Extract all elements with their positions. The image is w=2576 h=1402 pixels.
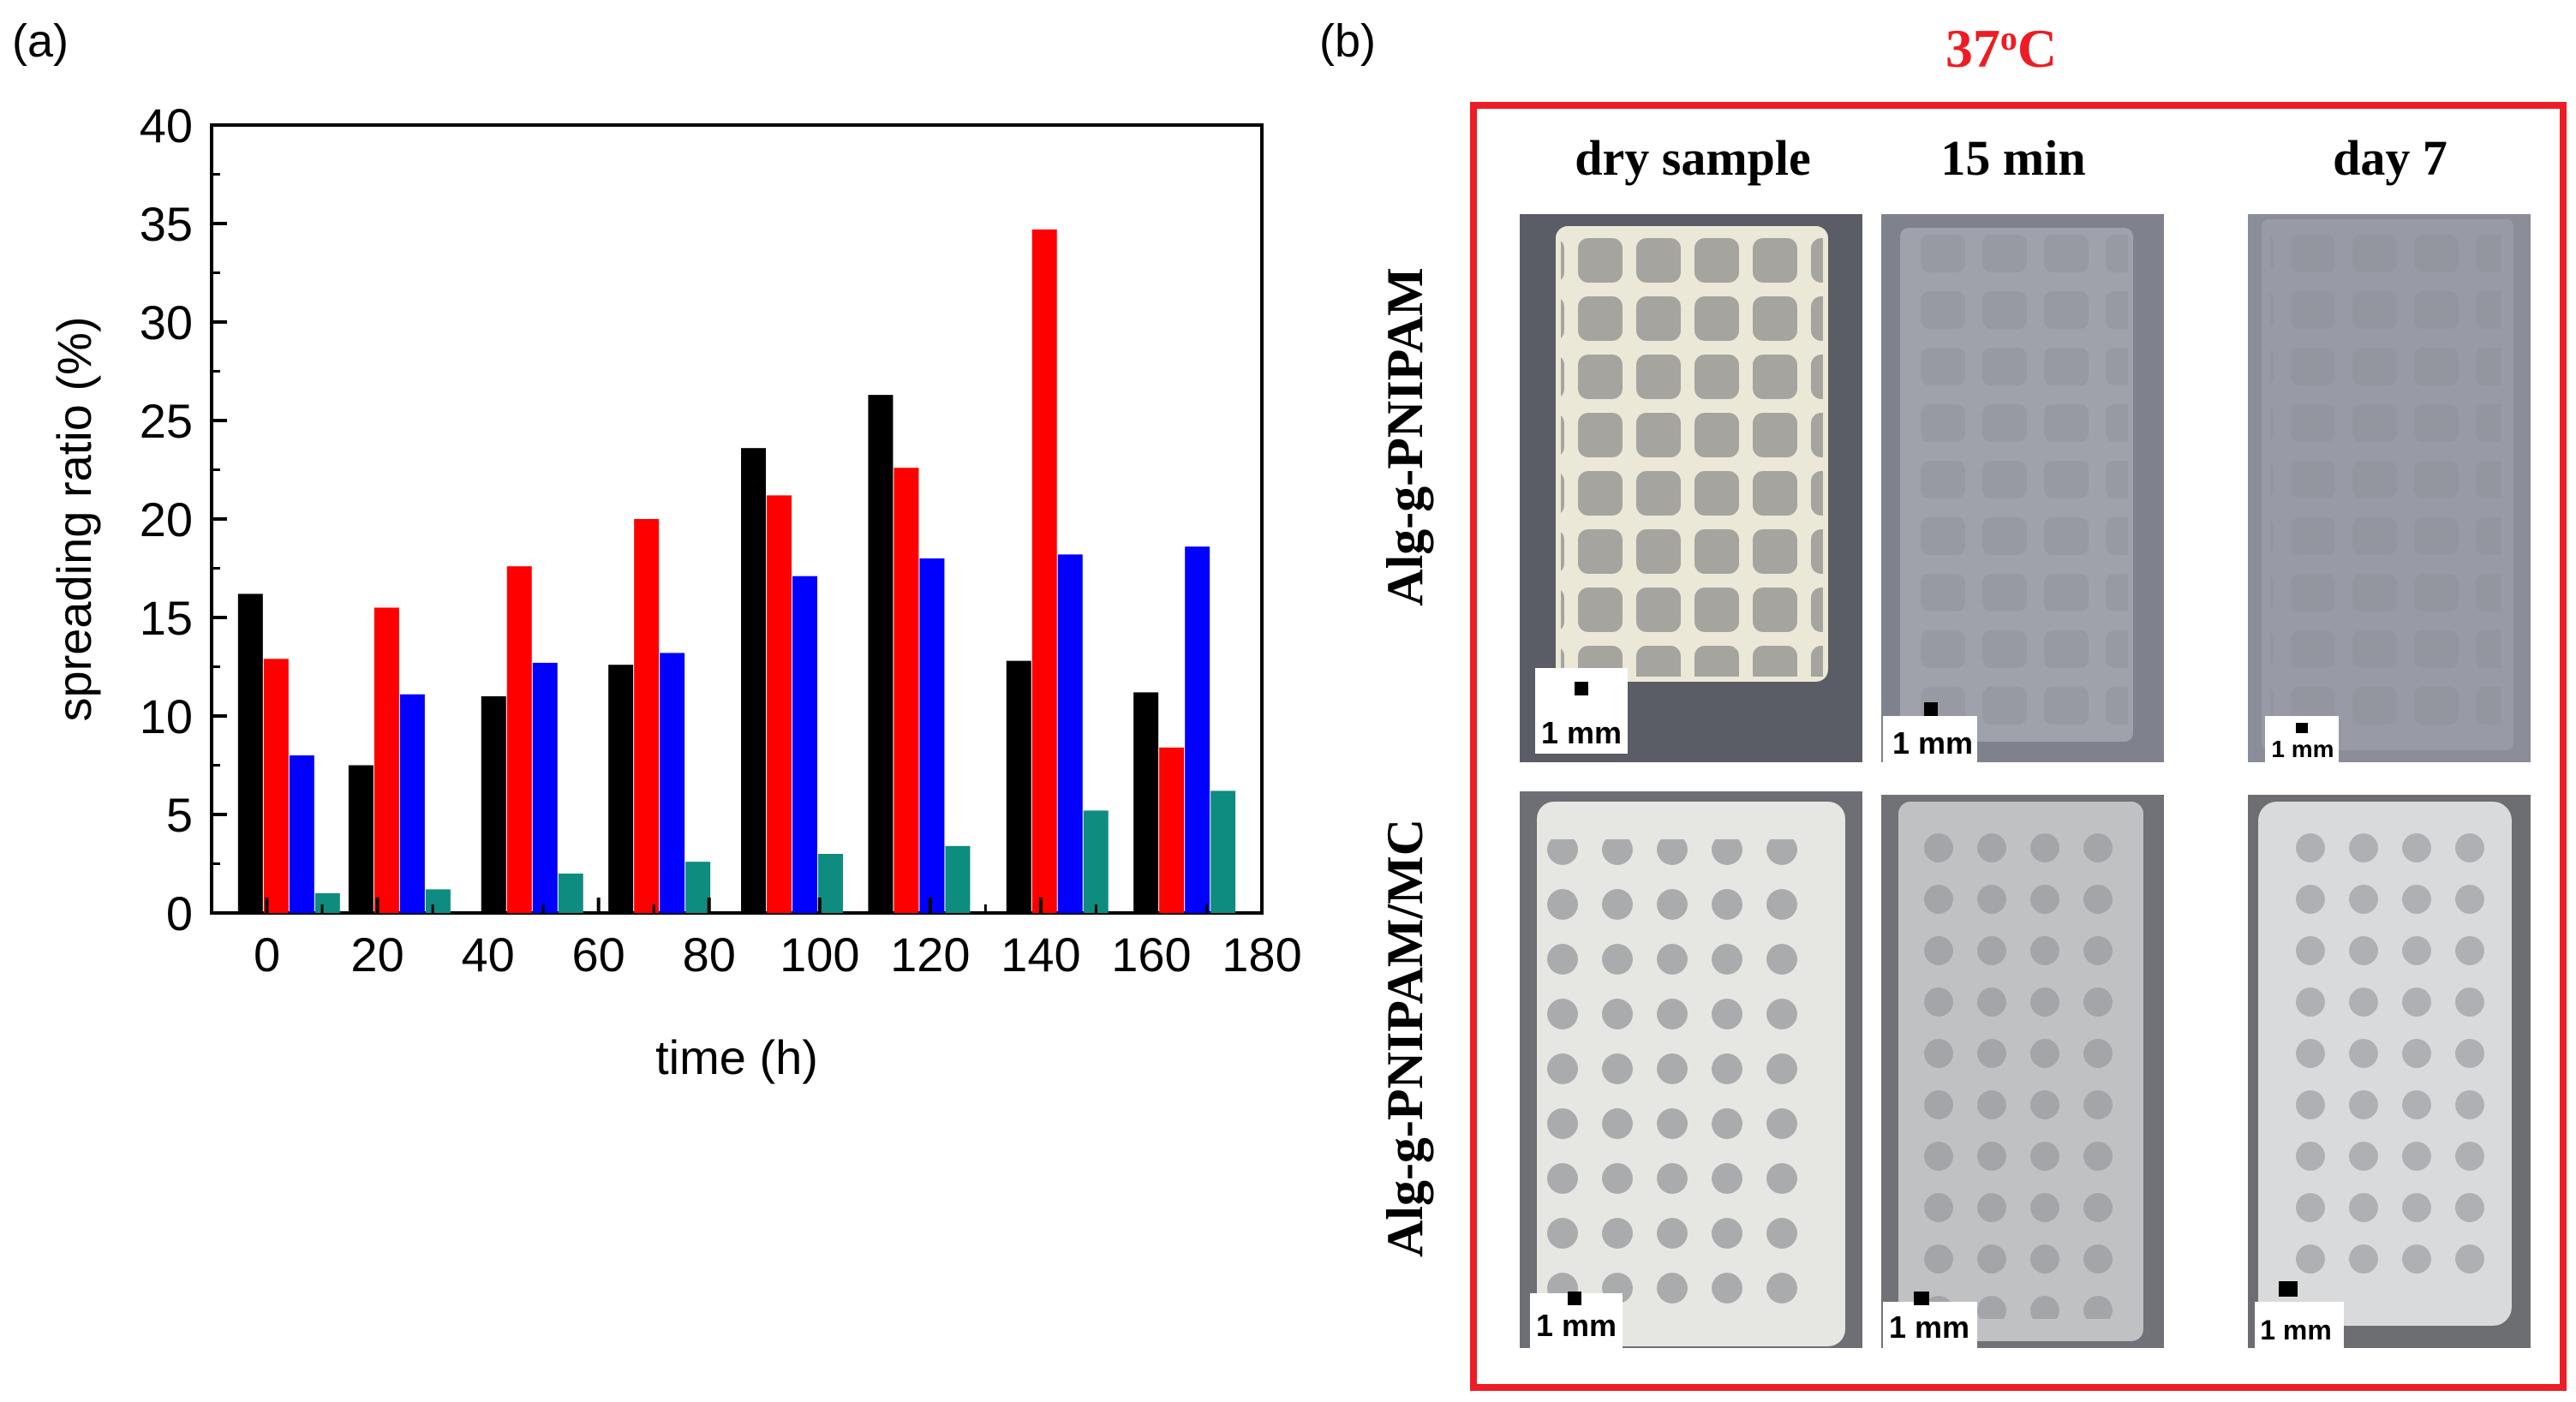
x-tick-label: 100 bbox=[780, 928, 859, 981]
y-tick-label: 10 bbox=[140, 689, 193, 743]
photo-day-7-alg-g-pnipam: 1 mm bbox=[2248, 214, 2531, 762]
y-ticks: 0 5 10 15 20 25 30 35 40 bbox=[140, 98, 227, 940]
y-tick-label: 35 bbox=[140, 197, 193, 251]
scale-bar-label: 1 mm bbox=[1541, 715, 1622, 750]
x-tick-label: 40 bbox=[461, 928, 514, 981]
col-label-dry-sample: dry sample bbox=[1575, 130, 1811, 186]
bar-g0-s4 bbox=[314, 893, 340, 913]
bar-g6-s2 bbox=[1031, 229, 1057, 913]
bar-g0-s2 bbox=[263, 659, 289, 913]
bar-g5-s4 bbox=[945, 845, 971, 913]
bar-g5-s3 bbox=[919, 558, 945, 913]
bar-g2-s4 bbox=[558, 874, 583, 913]
scale-bar-label: 1 mm bbox=[1536, 1308, 1617, 1343]
bar-g3-s2 bbox=[634, 519, 660, 913]
col-label-15-min: 15 min bbox=[1940, 130, 2085, 186]
panel-label-a: (a) bbox=[12, 15, 69, 67]
bar-g4-s1 bbox=[741, 448, 767, 913]
scale-bar-label: 1 mm bbox=[2271, 736, 2334, 762]
row-label-alg-g-pnipam-mc: Alg-g-PNIPAM/MC bbox=[1377, 819, 1433, 1257]
bar-g3-s3 bbox=[660, 653, 685, 913]
x-tick-label: 0 bbox=[254, 928, 280, 981]
y-tick-label: 25 bbox=[140, 394, 193, 448]
x-tick-label: 120 bbox=[890, 928, 970, 981]
photo-dry-sample-alg-g-pnipam: 1 mm bbox=[1520, 214, 1862, 762]
bar-g6-s4 bbox=[1083, 810, 1109, 913]
bar-g4-s3 bbox=[792, 576, 818, 913]
bar-g3-s1 bbox=[608, 665, 634, 913]
bar-g7-s4 bbox=[1210, 790, 1236, 913]
bar-g1-s4 bbox=[425, 889, 451, 913]
x-ticks: 0 20 40 60 80 100 120 140 160 180 bbox=[254, 898, 1302, 981]
y-tick-label: 0 bbox=[166, 886, 193, 940]
bar-g6-s1 bbox=[1006, 660, 1031, 913]
bar-g0-s1 bbox=[237, 594, 263, 913]
bar-g4-s2 bbox=[767, 495, 792, 913]
photo-dry-sample-alg-g-pnipam-mc: 1 mm bbox=[1520, 791, 1862, 1348]
y-tick-label: 20 bbox=[140, 492, 193, 546]
photo-15-min-alg-g-pnipam-mc: 1 mm bbox=[1881, 795, 2164, 1348]
x-tick-label: 80 bbox=[683, 928, 736, 981]
bar-g3-s4 bbox=[685, 862, 711, 913]
bar-g1-s1 bbox=[348, 765, 374, 913]
scale-bar-label: 1 mm bbox=[1892, 725, 1973, 761]
bar-g4-s4 bbox=[818, 854, 844, 913]
bar-g2-s1 bbox=[481, 696, 506, 913]
y-tick-label: 15 bbox=[140, 591, 193, 645]
bar-g0-s3 bbox=[289, 755, 314, 913]
y-axis-label: spreading ratio (%) bbox=[47, 316, 101, 721]
bar-g1-s2 bbox=[374, 607, 399, 913]
x-tick-label: 60 bbox=[572, 928, 625, 981]
scale-bar-label: 1 mm bbox=[2260, 1315, 2332, 1345]
x-tick-label: 20 bbox=[350, 928, 403, 981]
bar-g1-s3 bbox=[399, 694, 425, 913]
bar-g7-s2 bbox=[1159, 747, 1185, 913]
bar-g7-s3 bbox=[1185, 546, 1210, 913]
y-tick-label: 5 bbox=[166, 788, 193, 842]
x-tick-label: 180 bbox=[1222, 928, 1301, 981]
bar-g5-s1 bbox=[868, 395, 894, 914]
panel-label-b: (b) bbox=[1319, 15, 1376, 67]
bar-g5-s2 bbox=[894, 468, 919, 913]
bar-g6-s3 bbox=[1057, 554, 1083, 913]
y-tick-label: 30 bbox=[140, 295, 193, 349]
x-axis-label: time (h) bbox=[655, 1030, 818, 1084]
temperature-title: 37oC bbox=[1945, 18, 2057, 79]
x-tick-label: 160 bbox=[1111, 928, 1191, 981]
photo-15-min-alg-g-pnipam: 1 mm bbox=[1881, 214, 2164, 762]
y-tick-label: 40 bbox=[140, 98, 193, 152]
bars-group bbox=[237, 229, 1236, 914]
x-tick-label: 140 bbox=[1001, 928, 1080, 981]
bar-g2-s2 bbox=[506, 566, 532, 913]
bar-chart: 0 5 10 15 20 25 30 35 40 0 20 40 60 80 100 120 140 160 18… bbox=[47, 98, 1302, 1084]
col-label-day-7: day 7 bbox=[2333, 130, 2447, 186]
photo-day-7-alg-g-pnipam-mc: 1 mm bbox=[2248, 795, 2531, 1348]
bar-g2-s3 bbox=[532, 662, 558, 913]
row-label-alg-g-pnipam: Alg-g-PNIPAM bbox=[1377, 267, 1433, 606]
photo-frame bbox=[1470, 102, 2567, 1391]
scale-bar-label: 1 mm bbox=[1889, 1310, 1969, 1345]
bar-g7-s1 bbox=[1133, 692, 1159, 913]
